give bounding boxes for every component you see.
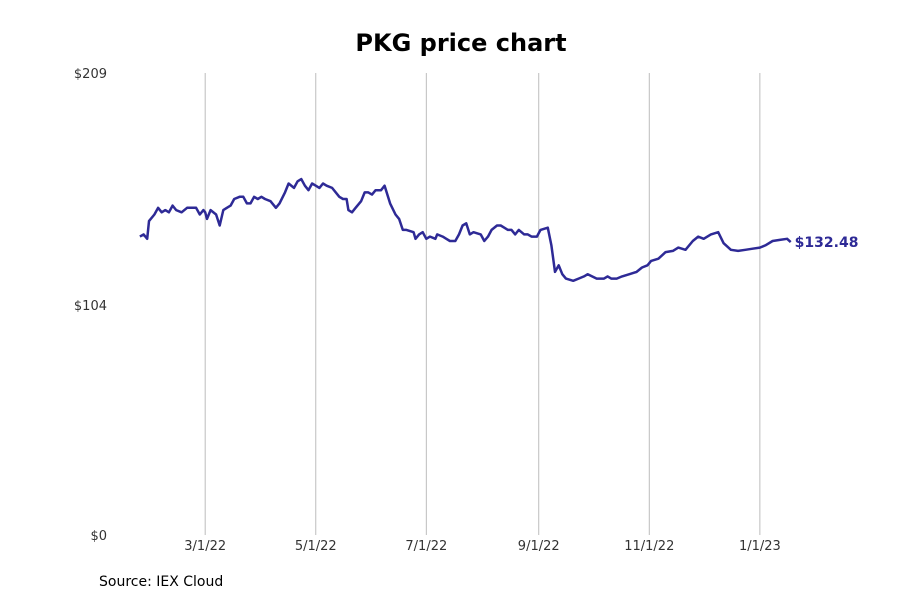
y-tick-label: $209 <box>74 67 107 82</box>
x-tick-label: 3/1/22 <box>184 539 226 554</box>
last-price-label: $132.48 <box>795 235 859 251</box>
y-axis: $0 $104 $209 <box>74 67 107 544</box>
x-tick-label: 1/1/23 <box>739 539 781 554</box>
series-group <box>139 177 792 283</box>
y-tick-label: $0 <box>90 529 107 544</box>
x-tick-label: 11/1/22 <box>624 539 674 554</box>
source-note: Source: IEX Cloud <box>99 574 224 590</box>
chart-title: PKG price chart <box>355 29 566 57</box>
price-line-0 <box>139 177 792 283</box>
y-tick-label: $104 <box>74 299 107 314</box>
x-axis: 3/1/22 5/1/22 7/1/22 9/1/22 11/1/22 1/1/23 <box>184 539 781 554</box>
x-tick-label: 9/1/22 <box>518 539 560 554</box>
x-tick-label: 5/1/22 <box>295 539 337 554</box>
x-tick-label: 7/1/22 <box>405 539 447 554</box>
grid-lines <box>204 73 761 535</box>
